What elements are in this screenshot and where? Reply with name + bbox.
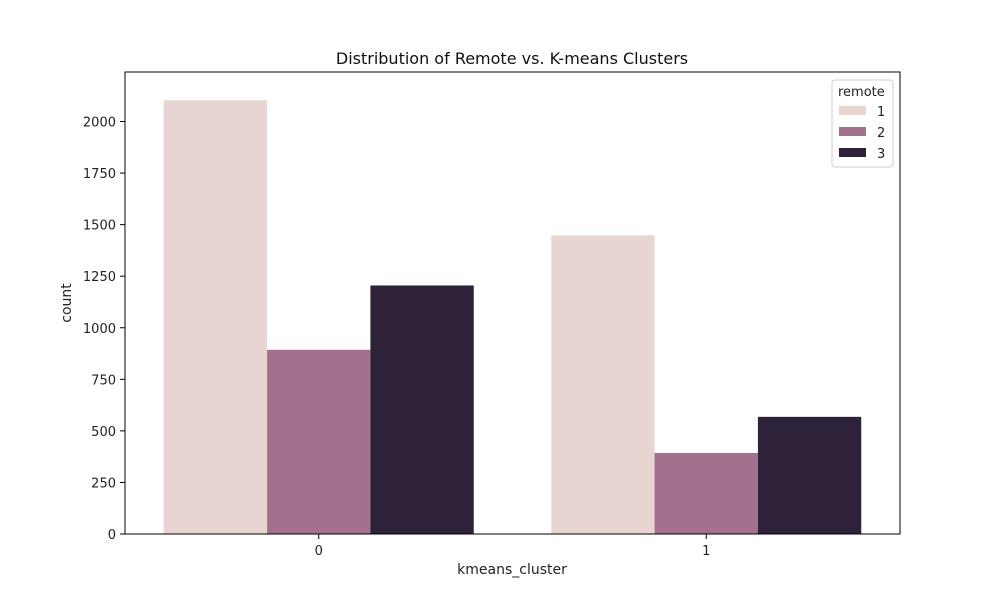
y-tick-label: 750 — [91, 373, 116, 388]
legend-label-3: 3 — [877, 147, 885, 162]
y-tick-label: 1750 — [83, 167, 116, 182]
y-tick-label: 1000 — [83, 322, 116, 337]
y-tick-label: 250 — [91, 476, 116, 491]
legend-label-1: 1 — [877, 105, 885, 120]
y-tick-label: 0 — [108, 528, 116, 543]
chart-title: Distribution of Remote vs. K-means Clust… — [336, 49, 688, 68]
legend-swatch-1 — [839, 106, 866, 115]
y-tick-label: 1250 — [83, 270, 116, 285]
legend-swatch-3 — [839, 148, 866, 157]
bar-cluster-0-remote-2 — [267, 349, 371, 534]
x-tick-label: 0 — [315, 544, 323, 559]
bar-cluster-1-remote-3 — [757, 416, 862, 534]
y-axis: 0 250 500 750 1000 1250 1500 1750 2000 — [83, 116, 125, 543]
legend-title: remote — [838, 85, 885, 100]
x-axis-label: kmeans_cluster — [457, 562, 567, 578]
y-tick-label: 1500 — [83, 219, 116, 234]
legend-frame — [831, 79, 894, 168]
legend-label-2: 2 — [877, 126, 885, 141]
y-tick-label: 500 — [91, 425, 116, 440]
bar-cluster-0-remote-3 — [370, 285, 474, 534]
plot-frame — [124, 71, 901, 535]
bar-cluster-1-remote-1 — [551, 235, 655, 534]
bar-cluster-0-remote-1 — [163, 100, 268, 534]
x-tick-label: 1 — [702, 544, 710, 559]
legend: remote 1 2 3 — [831, 79, 894, 168]
bars-layer — [163, 100, 862, 534]
legend-swatch-2 — [839, 127, 866, 136]
bar-cluster-1-remote-2 — [654, 452, 758, 534]
y-axis-label: count — [59, 283, 75, 323]
y-tick-label: 2000 — [83, 116, 116, 131]
